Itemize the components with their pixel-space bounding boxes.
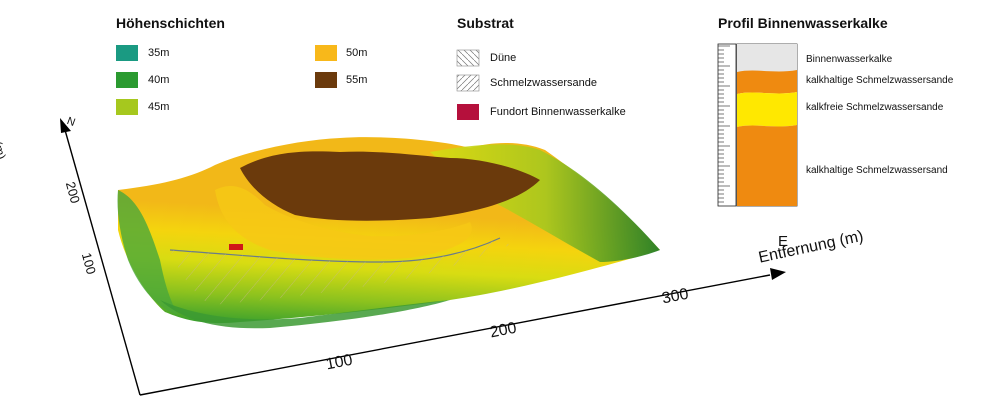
x-axis-arrow bbox=[770, 268, 786, 280]
x-axis-line bbox=[139, 274, 771, 396]
profile-layer-binnenwasserkalke bbox=[737, 44, 797, 72]
fundort-marker bbox=[229, 244, 243, 250]
swatch-45m bbox=[116, 99, 138, 115]
profile-column bbox=[717, 43, 798, 207]
legend-label-duene: Düne bbox=[490, 52, 517, 64]
legend-label-35m: 35m bbox=[148, 47, 170, 59]
profile-label-kalkfrei: kalkfreie Schmelzwassersande bbox=[806, 102, 944, 113]
swatch-fundort bbox=[457, 104, 479, 120]
swatch-50m bbox=[315, 45, 337, 61]
axis-lines bbox=[64, 129, 771, 396]
profile-layer-kalkhaltig-top bbox=[737, 70, 797, 94]
legend-label-50m: 50m bbox=[346, 47, 368, 59]
y-axis-arrow bbox=[60, 118, 71, 133]
legend-label-55m: 55m bbox=[346, 74, 368, 86]
swatch-40m bbox=[116, 72, 138, 88]
swatch-duene bbox=[456, 49, 480, 67]
legend-heights-title: Höhenschichten bbox=[116, 15, 225, 31]
profile-layer-kalkhaltig-bottom bbox=[737, 125, 797, 206]
swatch-35m bbox=[116, 45, 138, 61]
profile-label-kalkhaltig-bottom: kalkhaltige Schmelzwassersand bbox=[806, 165, 948, 176]
legend-label-45m: 45m bbox=[148, 101, 170, 113]
swatch-55m bbox=[315, 72, 337, 88]
profile-title: Profil Binnenwasserkalke bbox=[718, 15, 888, 31]
y-axis-line bbox=[64, 129, 141, 396]
terrain-surface bbox=[117, 137, 660, 329]
x-axis-marker: E bbox=[778, 233, 789, 250]
legend-label-40m: 40m bbox=[148, 74, 170, 86]
swatch-schmelzwassersande bbox=[456, 74, 480, 92]
substrate-legend-swatches bbox=[456, 49, 480, 120]
profile-scale-bar bbox=[717, 43, 737, 207]
legend-label-schmelzwassersande: Schmelzwassersande bbox=[490, 77, 597, 89]
legend-label-fundort: Fundort Binnenwasserkalke bbox=[490, 106, 626, 118]
legend-substrate-title: Substrat bbox=[457, 15, 514, 31]
profile-layer-kalkfrei bbox=[737, 92, 797, 127]
height-legend-swatches bbox=[116, 45, 337, 115]
profile-label-kalkhaltig-top: kalkhaltige Schmelzwassersande bbox=[806, 75, 954, 86]
profile-label-binnenwasserkalke: Binnenwasserkalke bbox=[806, 54, 893, 65]
